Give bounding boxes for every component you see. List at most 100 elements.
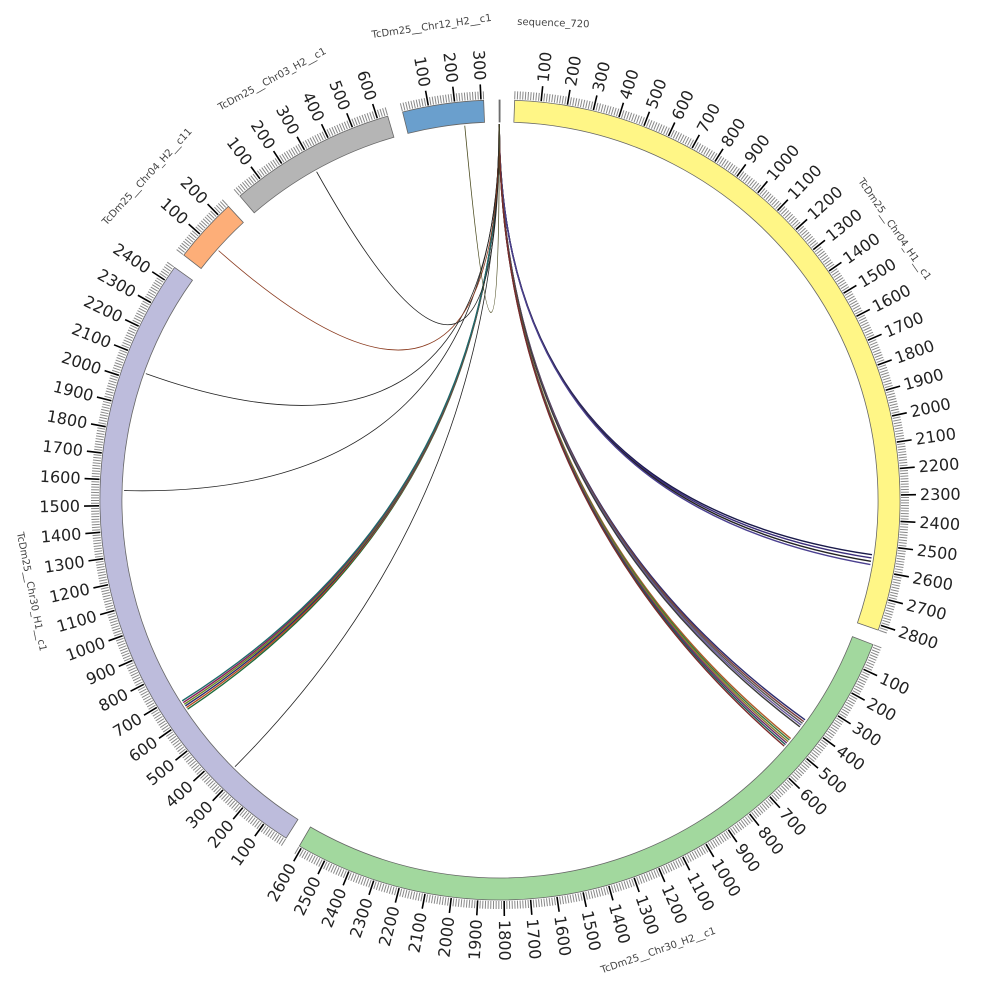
major-tick (748, 813, 760, 827)
tick-label: 600 (796, 785, 831, 820)
minor-tick (455, 93, 458, 102)
minor-tick (595, 889, 599, 898)
minor-tick (866, 334, 875, 339)
tick-label: 900 (740, 131, 773, 167)
minor-tick (898, 544, 907, 547)
minor-tick (276, 835, 282, 844)
minor-tick (865, 331, 874, 336)
minor-tick (420, 893, 423, 902)
minor-tick (107, 382, 116, 386)
minor-tick (130, 671, 139, 677)
minor-tick (684, 136, 690, 145)
minor-tick (710, 151, 716, 159)
major-tick (851, 692, 866, 701)
tick-label: 2600 (263, 860, 300, 905)
minor-tick (215, 787, 222, 795)
minor-tick (888, 397, 897, 401)
minor-tick (646, 873, 650, 881)
minor-tick (782, 210, 790, 217)
minor-tick (123, 339, 132, 344)
minor-tick (368, 879, 372, 888)
major-tick (658, 867, 666, 883)
minor-tick (366, 113, 371, 121)
minor-tick (849, 694, 858, 700)
minor-tick (356, 116, 361, 125)
minor-tick (610, 885, 615, 894)
minor-tick (252, 173, 259, 181)
minor-tick (104, 395, 113, 399)
minor-tick (101, 406, 110, 410)
major-tick (806, 757, 819, 769)
minor-tick (139, 305, 148, 311)
minor-tick (696, 143, 702, 151)
minor-tick (749, 179, 755, 187)
minor-tick (643, 874, 648, 882)
major-tick (320, 123, 329, 139)
minor-tick (757, 806, 764, 814)
minor-tick (382, 108, 386, 117)
tick-label: 1700 (523, 918, 545, 960)
minor-tick (207, 780, 214, 787)
minor-tick (227, 798, 234, 806)
minor-tick (194, 766, 202, 773)
minor-tick (103, 597, 112, 601)
minor-tick (694, 142, 699, 150)
major-tick (99, 609, 115, 616)
minor-tick (460, 899, 463, 908)
minor-tick (444, 897, 447, 906)
minor-tick (113, 630, 122, 634)
minor-tick (689, 139, 695, 148)
minor-tick (111, 369, 120, 374)
minor-tick (638, 875, 643, 884)
minor-tick (102, 403, 111, 407)
minor-tick (844, 290, 853, 296)
minor-tick (162, 727, 171, 733)
link-line (498, 123, 871, 566)
minor-tick (651, 871, 655, 879)
minor-tick (587, 100, 591, 109)
minor-tick (721, 833, 727, 842)
minor-tick (701, 846, 706, 854)
major-tick (691, 134, 701, 149)
minor-tick (626, 880, 630, 889)
minor-tick (93, 545, 102, 547)
tick-label: 2000 (59, 348, 104, 379)
minor-tick (93, 542, 102, 545)
minor-tick (233, 803, 240, 811)
minor-tick (95, 438, 104, 441)
minor-tick (603, 104, 607, 113)
minor-tick (353, 117, 358, 126)
minor-tick (677, 859, 683, 867)
minor-tick (833, 272, 841, 278)
minor-tick (105, 390, 114, 394)
minor-tick (303, 851, 309, 860)
major-tick (113, 344, 129, 352)
minor-tick (890, 589, 899, 592)
major-tick (175, 750, 188, 761)
minor-tick (797, 768, 805, 775)
minor-tick (898, 459, 908, 461)
major-tick (582, 892, 588, 908)
link-line (498, 123, 792, 740)
minor-tick (341, 122, 346, 131)
minor-tick (569, 97, 572, 106)
minor-tick (837, 279, 845, 285)
minor-tick (786, 779, 794, 787)
minor-tick (158, 720, 166, 726)
minor-tick (847, 699, 855, 705)
major-tick (448, 897, 453, 914)
tick-label: 1700 (881, 308, 926, 342)
minor-tick (801, 229, 808, 236)
minor-tick (779, 206, 786, 213)
minor-tick (707, 150, 713, 158)
minor-tick (98, 573, 107, 577)
minor-tick (369, 112, 373, 121)
minor-tick (160, 270, 168, 276)
minor-tick (763, 801, 770, 809)
minor-tick (734, 168, 740, 176)
minor-tick (463, 92, 466, 101)
minor-tick (535, 92, 538, 101)
chromosome-band (498, 99, 501, 123)
minor-tick (439, 95, 442, 104)
minor-tick (848, 697, 857, 702)
